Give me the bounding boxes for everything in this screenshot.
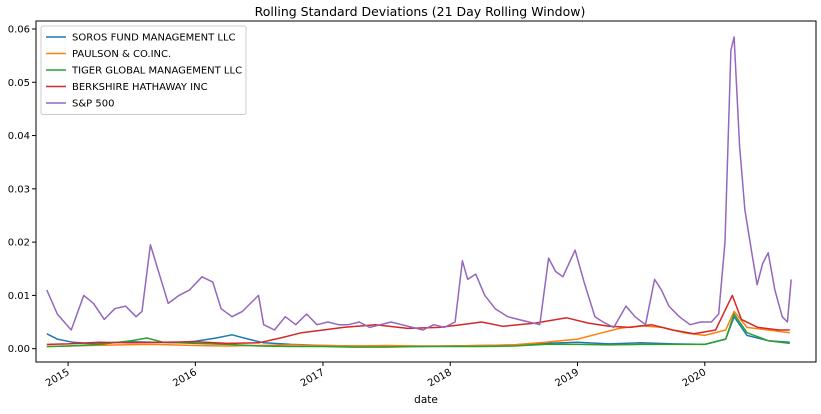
y-tick-label: 0.03 — [8, 184, 30, 195]
y-tick-label: 0.04 — [8, 131, 30, 142]
x-axis-label: date — [414, 394, 438, 406]
legend-label: PAULSON & CO.INC. — [72, 49, 171, 60]
series-group — [46, 36, 792, 348]
legend-label: TIGER GLOBAL MANAGEMENT LLC — [71, 66, 242, 77]
x-tick-label: 2017 — [299, 367, 327, 389]
y-axis: 0.00 0.01 0.02 0.03 0.04 0.05 0.06 — [8, 24, 36, 355]
series-line-berkshire-hathaway-inc — [46, 294, 790, 346]
y-tick-label: 0.06 — [8, 24, 30, 35]
y-tick-label: 0.05 — [8, 78, 30, 89]
plot-area-frame — [35, 20, 817, 363]
series-line-s-p-500 — [46, 36, 792, 331]
y-tick-label: 0.00 — [8, 344, 30, 355]
x-tick-label: 2018 — [426, 367, 454, 389]
chart-title: Rolling Standard Deviations (21 Day Roll… — [255, 4, 586, 19]
legend-label: BERKSHIRE HATHAWAY INC — [72, 82, 208, 93]
y-tick-label: 0.01 — [8, 291, 30, 302]
x-tick-label: 2019 — [553, 367, 581, 389]
x-tick-label: 2020 — [681, 367, 709, 389]
x-axis: 2015 2016 2017 2018 2019 2020 — [44, 362, 708, 389]
series-line-tiger-global-management-llc — [46, 313, 790, 348]
x-tick-label: 2015 — [44, 367, 72, 389]
x-tick-label: 2016 — [171, 367, 199, 389]
legend-box — [40, 25, 247, 115]
y-tick-label: 0.02 — [8, 238, 30, 249]
legend: SOROS FUND MANAGEMENT LLC PAULSON & CO.IN… — [40, 25, 247, 115]
legend-label: S&P 500 — [72, 99, 114, 110]
legend-label: SOROS FUND MANAGEMENT LLC — [72, 33, 236, 44]
series-line-paulson-co-inc — [46, 310, 790, 348]
